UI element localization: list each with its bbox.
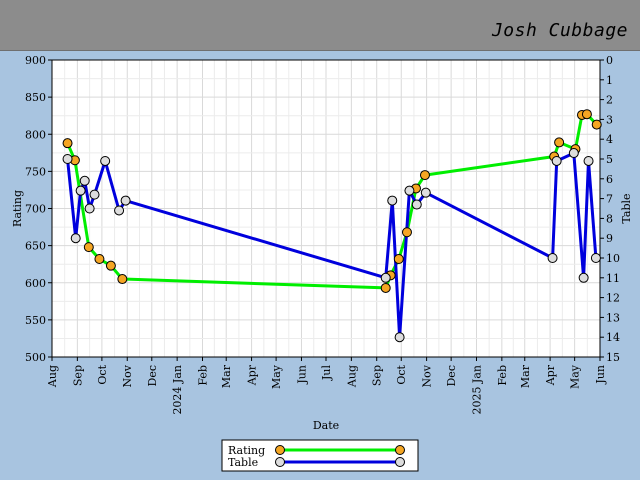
x-tick-label: Aug — [46, 365, 59, 388]
x-tick-label: Feb — [196, 365, 209, 386]
x-tick-label: Sep — [71, 365, 84, 386]
x-tick-label: Mar — [519, 364, 532, 388]
x-tick-label: Apr — [544, 364, 557, 386]
legend-marker-table — [395, 457, 405, 467]
table-point — [120, 195, 131, 206]
y2-tick-label: 12 — [606, 292, 620, 305]
y-axis-label: Rating — [11, 190, 24, 227]
y-tick-label: 900 — [25, 54, 46, 67]
x-tick-label: Nov — [421, 364, 434, 387]
x-tick-label: 2025 Jan — [470, 365, 483, 415]
y-tick-label: 750 — [25, 165, 46, 178]
x-tick-label: May — [270, 364, 283, 389]
table-point — [394, 332, 405, 343]
y2-tick-label: 5 — [606, 153, 613, 166]
y-tick-label: 550 — [25, 314, 46, 327]
y2-tick-label: 13 — [606, 311, 620, 324]
author-signature: Josh Cubbage — [491, 20, 628, 41]
x-tick-label: Oct — [395, 364, 408, 384]
header-bar: Josh Cubbage — [0, 0, 640, 51]
table-point — [411, 199, 422, 210]
rating-point — [105, 260, 116, 271]
y-tick-label: 500 — [25, 351, 46, 364]
table-point — [62, 154, 73, 164]
y-tick-label: 600 — [25, 277, 46, 290]
x-tick-label: Feb — [496, 365, 509, 386]
table-point — [551, 155, 562, 166]
x-tick-label: Sep — [371, 365, 384, 386]
table-point — [547, 253, 558, 263]
x-tick-label: Oct — [96, 364, 109, 384]
x-tick-label: Apr — [246, 364, 259, 386]
x-tick-label: Jul — [320, 365, 333, 381]
table-point — [583, 155, 594, 166]
x-tick-label: Jun — [295, 365, 308, 385]
y2-tick-label: 11 — [606, 272, 620, 285]
rating-point — [393, 253, 404, 264]
rating-point — [62, 138, 73, 149]
rating-point — [401, 227, 412, 238]
y-tick-label: 700 — [25, 203, 46, 216]
rating-point — [554, 137, 565, 148]
y2-tick-label: 2 — [606, 94, 613, 107]
table-point — [100, 155, 111, 166]
y-tick-label: 800 — [25, 128, 46, 141]
table-point — [420, 187, 431, 198]
y2-tick-label: 7 — [606, 193, 613, 206]
y2-tick-label: 15 — [606, 351, 620, 364]
rating-point — [94, 253, 105, 264]
x-tick-label: Dec — [146, 365, 159, 387]
table-point — [404, 185, 415, 196]
x-tick-label: 2024 Jan — [171, 365, 184, 415]
x-tick-label: Aug — [345, 365, 358, 388]
y2-tick-label: 1 — [606, 74, 613, 87]
y-tick-label: 850 — [25, 91, 46, 104]
rating-point — [83, 242, 94, 253]
table-point — [84, 203, 95, 214]
table-point — [387, 195, 398, 206]
y2-tick-label: 9 — [606, 232, 613, 245]
y2-tick-label: 0 — [606, 54, 613, 67]
rating-point — [591, 119, 602, 130]
x-tick-label: Jun — [594, 365, 607, 385]
legend-marker-rating — [395, 445, 405, 455]
x-tick-label: Nov — [121, 364, 134, 387]
table-point — [70, 233, 81, 244]
y2-axis-label: Table — [620, 193, 633, 223]
table-point — [75, 185, 86, 196]
table-point — [114, 205, 125, 216]
rating-point — [380, 282, 391, 293]
y2-tick-label: 4 — [606, 133, 613, 146]
table-point — [568, 148, 579, 159]
legend-label-table: Table — [228, 456, 258, 469]
rating-point — [419, 170, 430, 181]
table-point — [380, 272, 391, 283]
legend — [221, 439, 419, 472]
y2-tick-label: 8 — [606, 212, 613, 225]
x-tick-label: Dec — [445, 365, 458, 387]
table-point — [79, 175, 90, 186]
legend-label-rating: Rating — [228, 444, 265, 457]
table-point — [590, 253, 601, 263]
y2-tick-label: 6 — [606, 173, 613, 186]
y-tick-label: 650 — [25, 240, 46, 253]
x-axis-label: Date — [313, 419, 339, 432]
rating-point — [117, 274, 128, 285]
y2-tick-label: 3 — [606, 113, 613, 126]
y2-tick-label: 14 — [606, 331, 620, 344]
x-tick-label: May — [569, 364, 582, 389]
y2-tick-label: 10 — [606, 252, 620, 265]
table-point — [578, 272, 589, 283]
legend-marker-table — [275, 457, 285, 467]
rating-point — [581, 109, 592, 120]
x-tick-label: Mar — [220, 364, 233, 388]
legend-marker-rating — [275, 445, 285, 455]
table-point — [89, 189, 100, 200]
